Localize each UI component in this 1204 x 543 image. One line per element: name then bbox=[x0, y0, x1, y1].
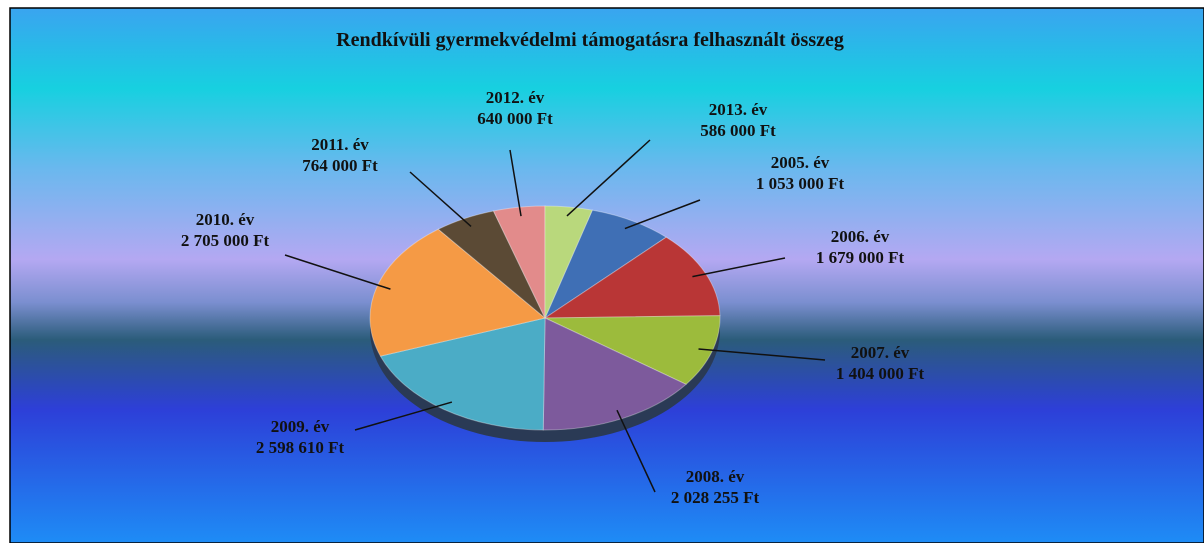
leader-line bbox=[409, 171, 472, 228]
value-label: 2 598 610 Ft bbox=[256, 438, 345, 457]
leader-line bbox=[566, 139, 651, 217]
pie-slice bbox=[542, 317, 687, 431]
pie-slice bbox=[544, 205, 593, 319]
leader-line bbox=[354, 401, 453, 431]
category-label: 2008. év bbox=[686, 467, 745, 486]
pie-slice bbox=[543, 209, 668, 320]
leader-line bbox=[616, 409, 656, 493]
value-label: 640 000 Ft bbox=[477, 109, 553, 128]
value-label: 2 028 255 Ft bbox=[671, 488, 760, 507]
category-label: 2006. év bbox=[831, 227, 890, 246]
value-label: 2 705 000 Ft bbox=[181, 231, 270, 250]
value-label: 764 000 Ft bbox=[302, 156, 378, 175]
value-label: 1 679 000 Ft bbox=[816, 248, 905, 267]
leader-line bbox=[698, 348, 826, 361]
value-label: 1 404 000 Ft bbox=[836, 364, 925, 383]
category-label: 2007. év bbox=[851, 343, 910, 362]
leader-line bbox=[692, 257, 786, 278]
category-label: 2009. év bbox=[271, 417, 330, 436]
pie-slice bbox=[437, 210, 546, 319]
value-label: 1 053 000 Ft bbox=[756, 174, 845, 193]
category-label: 2010. év bbox=[196, 210, 255, 229]
chart-title: Rendkívüli gyermekvédelmi támogatásra fe… bbox=[336, 29, 844, 51]
category-label: 2011. év bbox=[311, 135, 369, 154]
value-label: 586 000 Ft bbox=[700, 121, 776, 140]
category-label: 2013. év bbox=[709, 100, 768, 119]
leader-line bbox=[624, 199, 701, 230]
leader-line bbox=[509, 149, 522, 217]
pie-slice bbox=[543, 236, 721, 319]
category-label: 2012. év bbox=[486, 88, 545, 107]
pie-slice bbox=[379, 317, 546, 431]
pie-slice bbox=[369, 228, 547, 357]
category-label: 2005. év bbox=[771, 153, 830, 172]
pie-slice bbox=[544, 315, 721, 385]
leader-line bbox=[284, 254, 391, 290]
